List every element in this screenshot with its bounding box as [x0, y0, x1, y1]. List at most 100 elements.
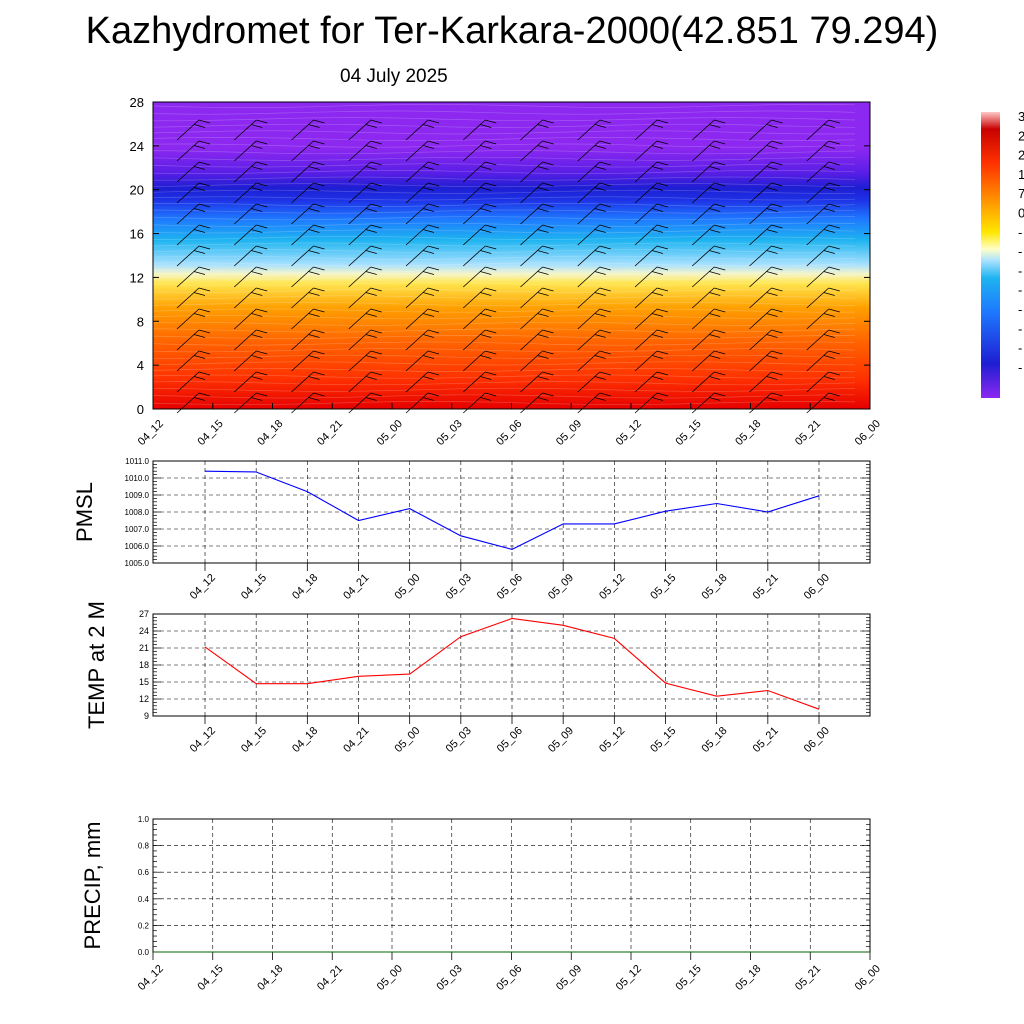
- colorbar-label: 1: [1018, 167, 1024, 182]
- barb-staff: [691, 119, 715, 141]
- wind-barb: [806, 245, 840, 267]
- barb-flag: [594, 313, 606, 317]
- x-tick-label: 04_12: [136, 963, 166, 993]
- barb-staff: [520, 224, 543, 246]
- barb-flag: [766, 166, 778, 170]
- barb-staff: [348, 371, 372, 393]
- wind-barb: [520, 329, 554, 351]
- barb-flag: [422, 292, 435, 296]
- barb-staff: [348, 140, 372, 162]
- wind-barb: [405, 224, 440, 246]
- barb-flag: [193, 397, 206, 401]
- x-tick-label: 05_06: [494, 963, 524, 993]
- x-tick-label: 05_21: [793, 418, 823, 448]
- wind-barb: [634, 266, 669, 288]
- barb-flag: [313, 287, 325, 292]
- x-tick-label: 04_15: [196, 963, 226, 993]
- barb-flag: [656, 203, 669, 208]
- contour-line: [152, 315, 856, 320]
- barb-flag: [256, 245, 268, 250]
- wind-barb: [291, 329, 325, 351]
- barb-staff: [691, 287, 715, 309]
- barb-flag: [370, 140, 382, 145]
- barb-flag: [709, 187, 721, 191]
- barb-flag: [714, 245, 726, 250]
- wind-barb: [749, 392, 783, 414]
- barb-flag: [542, 308, 554, 313]
- barb-staff: [577, 308, 601, 330]
- barb-flag: [542, 392, 554, 397]
- barb-staff: [462, 287, 486, 309]
- barb-flag: [198, 371, 211, 376]
- barb-flag: [427, 203, 440, 208]
- contour-line: [152, 236, 856, 240]
- barb-flag: [651, 124, 664, 128]
- y-tick-label: 1006.0: [125, 542, 150, 551]
- barb-staff: [520, 287, 543, 309]
- x-tick-label: 05_03: [435, 418, 465, 448]
- wind-barb: [806, 224, 840, 246]
- barb-staff: [520, 245, 543, 267]
- barb-flag: [599, 119, 611, 124]
- wind-barb: [462, 119, 497, 141]
- colorbar-label: 7: [1018, 186, 1024, 201]
- barb-flag: [714, 308, 726, 313]
- wind-barb: [462, 266, 497, 288]
- barb-flag: [422, 187, 435, 191]
- wind-barb: [462, 203, 497, 225]
- wind-barb: [749, 371, 783, 393]
- barb-flag: [594, 292, 606, 296]
- wind-barb: [176, 392, 211, 414]
- barb-flag: [537, 355, 549, 359]
- wind-barb: [634, 308, 669, 330]
- barb-flag: [594, 229, 606, 233]
- barb-flag: [714, 203, 726, 208]
- barb-flag: [823, 313, 835, 317]
- wind-barb: [233, 224, 268, 246]
- wind-barb: [462, 350, 497, 372]
- barb-flag: [766, 250, 778, 254]
- wind-barb: [348, 371, 382, 393]
- barb-flag: [823, 145, 835, 149]
- barb-flag: [542, 224, 554, 229]
- contour-line: [152, 123, 856, 128]
- wind-barb: [520, 392, 554, 414]
- wind-barb: [233, 329, 268, 351]
- x-tick-label: 05_18: [699, 725, 729, 755]
- barb-flag: [771, 350, 783, 355]
- barb-flag: [542, 371, 554, 376]
- barb-flag: [313, 203, 325, 208]
- barb-flag: [656, 140, 669, 145]
- barb-flag: [256, 203, 268, 208]
- contour-line: [152, 196, 856, 201]
- colorbar-label: -: [1018, 321, 1022, 336]
- barb-flag: [594, 376, 606, 380]
- x-tick-label: 05_09: [546, 572, 576, 602]
- barb-flag: [485, 140, 497, 145]
- barb-flag: [766, 334, 778, 338]
- barb-flag: [709, 334, 721, 338]
- barb-flag: [480, 187, 492, 191]
- wind-barb: [233, 371, 268, 393]
- x-tick-label: 05_00: [375, 418, 405, 448]
- barb-flag: [198, 224, 211, 229]
- barb-flag: [651, 250, 664, 254]
- y-tick-label: 18: [139, 660, 149, 670]
- barb-flag: [714, 350, 726, 355]
- barb-flag: [542, 329, 554, 334]
- y-tick-label: 16: [130, 227, 144, 242]
- barb-staff: [405, 245, 429, 267]
- barb-flag: [599, 287, 611, 292]
- barb-flag: [308, 376, 320, 380]
- barb-flag: [198, 350, 211, 355]
- barb-staff: [806, 329, 830, 351]
- barb-flag: [251, 229, 263, 233]
- barb-staff: [176, 245, 200, 267]
- x-tick-label: 05_03: [444, 725, 474, 755]
- barb-staff: [405, 203, 429, 225]
- x-tick-label: 04_21: [315, 963, 345, 993]
- barb-staff: [348, 182, 372, 204]
- barb-flag: [365, 187, 377, 191]
- barb-staff: [691, 350, 715, 372]
- barb-flag: [542, 182, 554, 187]
